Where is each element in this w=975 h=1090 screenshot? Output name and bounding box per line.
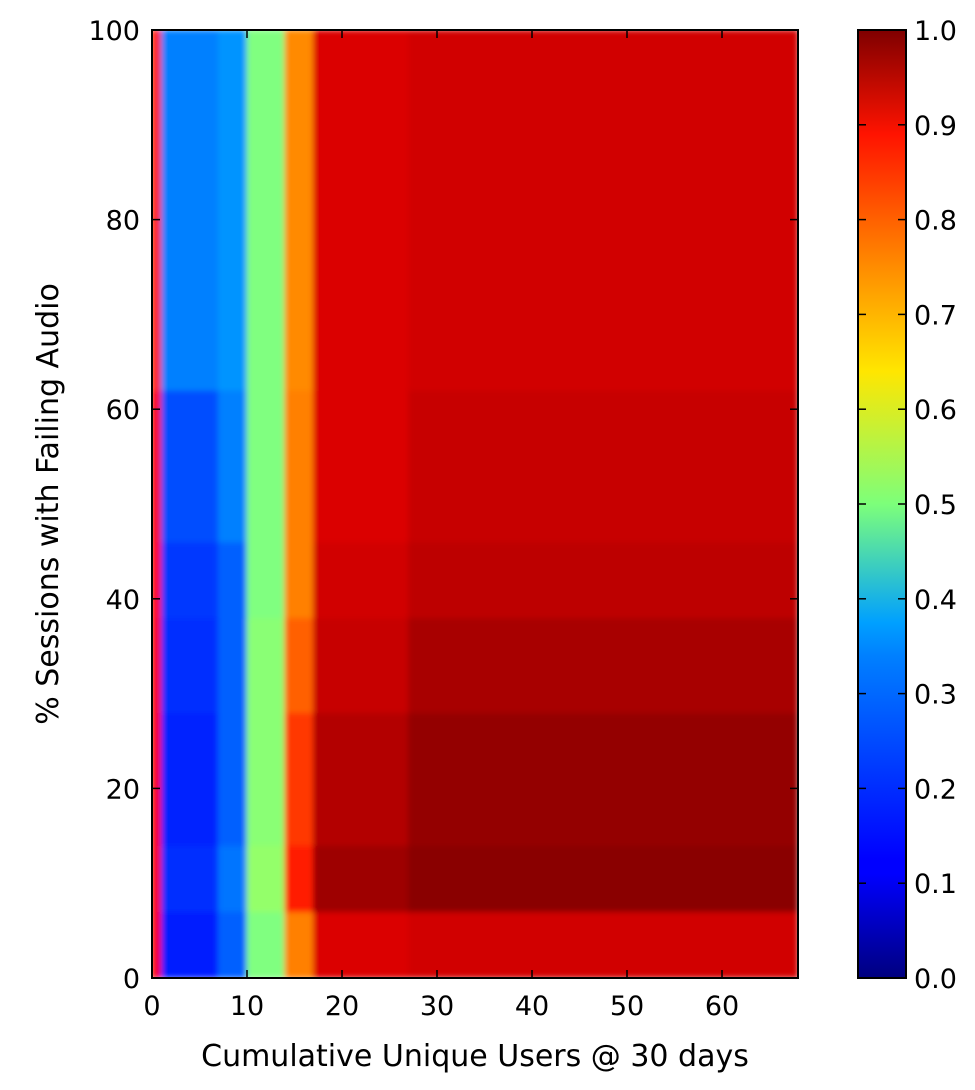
heatmap-cell [161, 712, 219, 846]
heatmap-cell [313, 30, 409, 391]
x-tick-label: 60 [705, 991, 739, 1022]
heatmap-cell [161, 389, 219, 543]
heatmap-cell [218, 844, 248, 913]
x-axis-ticks: 0 10 20 30 40 50 60 [143, 30, 739, 1022]
colorbar-ticks: 0.0 0.1 0.2 0.3 0.4 0.5 0.6 0.7 0.8 0.9 1.0 [858, 16, 957, 995]
heatmap-cell [408, 389, 798, 543]
heatmap-cell [218, 541, 248, 619]
heatmap-cell [313, 911, 409, 978]
heatmap-cell [218, 617, 248, 714]
y-tick-label: 20 [106, 774, 140, 805]
heatmap-cell [284, 844, 314, 913]
colorbar-tick-label: 0.3 [914, 680, 957, 711]
heatmap-cell [218, 389, 248, 543]
heatmap-cell [218, 712, 248, 846]
x-tick-label: 30 [420, 991, 454, 1022]
y-tick-label: 0 [123, 964, 140, 995]
heatmap-cell [284, 617, 314, 714]
heatmap-cell [246, 389, 286, 543]
heatmap-cell [408, 712, 798, 846]
heatmap-cell [246, 30, 286, 391]
heatmap-cell [161, 30, 219, 391]
colorbar-tick-label: 0.5 [914, 490, 957, 521]
heatmap-cell [152, 30, 162, 391]
heatmap-cell [152, 712, 162, 846]
colorbar-tick-label: 0.2 [914, 774, 957, 805]
heatmap-cells [152, 30, 798, 978]
heatmap-cell [152, 844, 162, 913]
heatmap-cell [246, 844, 286, 913]
colorbar-tick-label: 0.6 [914, 395, 957, 426]
y-axis-ticks: 0 20 40 60 80 100 [88, 16, 798, 995]
y-tick-label: 40 [106, 585, 140, 616]
y-axis-label: % Sessions with Failing Audio [31, 283, 66, 725]
heatmap-cell [408, 844, 798, 913]
heatmap-cell [408, 30, 798, 391]
y-tick-label: 100 [88, 16, 140, 47]
heatmap-cell [218, 911, 248, 978]
heatmap-cell [313, 844, 409, 913]
colorbar-tick-label: 0.8 [914, 206, 957, 237]
heatmap-cell [408, 541, 798, 619]
heatmap-cell [218, 30, 248, 391]
heatmap-cell [161, 617, 219, 714]
heatmap-cell [161, 911, 219, 978]
heatmap-cell [152, 617, 162, 714]
heatmap-cell [313, 617, 409, 714]
y-tick-label: 60 [106, 395, 140, 426]
heatmap-cell [284, 389, 314, 543]
x-tick-label: 50 [610, 991, 644, 1022]
heatmap-cell [246, 712, 286, 846]
colorbar-tick-label: 0.4 [914, 585, 957, 616]
heatmap-cell [152, 389, 162, 543]
x-tick-label: 10 [230, 991, 264, 1022]
heatmap-cell [284, 541, 314, 619]
colorbar-tick-label: 1.0 [914, 16, 957, 47]
x-axis-label: Cumulative Unique Users @ 30 days [201, 1039, 749, 1074]
heatmap-cell [284, 911, 314, 978]
x-tick-label: 40 [515, 991, 549, 1022]
heatmap-cell [313, 541, 409, 619]
heatmap-cell [152, 541, 162, 619]
heatmap-cell [284, 712, 314, 846]
colorbar-tick-label: 0.1 [914, 869, 957, 900]
heatmap-cell [313, 389, 409, 543]
heatmap-cell [246, 617, 286, 714]
heatmap-cell [246, 541, 286, 619]
heatmap-cell [161, 541, 219, 619]
heatmap-cell [284, 30, 314, 391]
x-tick-label: 0 [143, 991, 160, 1022]
y-tick-label: 80 [106, 206, 140, 237]
colorbar-tick-label: 0.0 [914, 964, 957, 995]
heatmap-cell [408, 911, 798, 978]
plot-frame [151, 29, 799, 979]
heatmap-cell [161, 844, 219, 913]
heatmap-cell [246, 911, 286, 978]
colorbar-tick-label: 0.9 [914, 111, 957, 142]
heatmap-cell [152, 911, 162, 978]
x-tick-label: 20 [325, 991, 359, 1022]
heatmap-cell [313, 712, 409, 846]
heatmap-cell [408, 617, 798, 714]
colorbar-tick-label: 0.7 [914, 300, 957, 331]
